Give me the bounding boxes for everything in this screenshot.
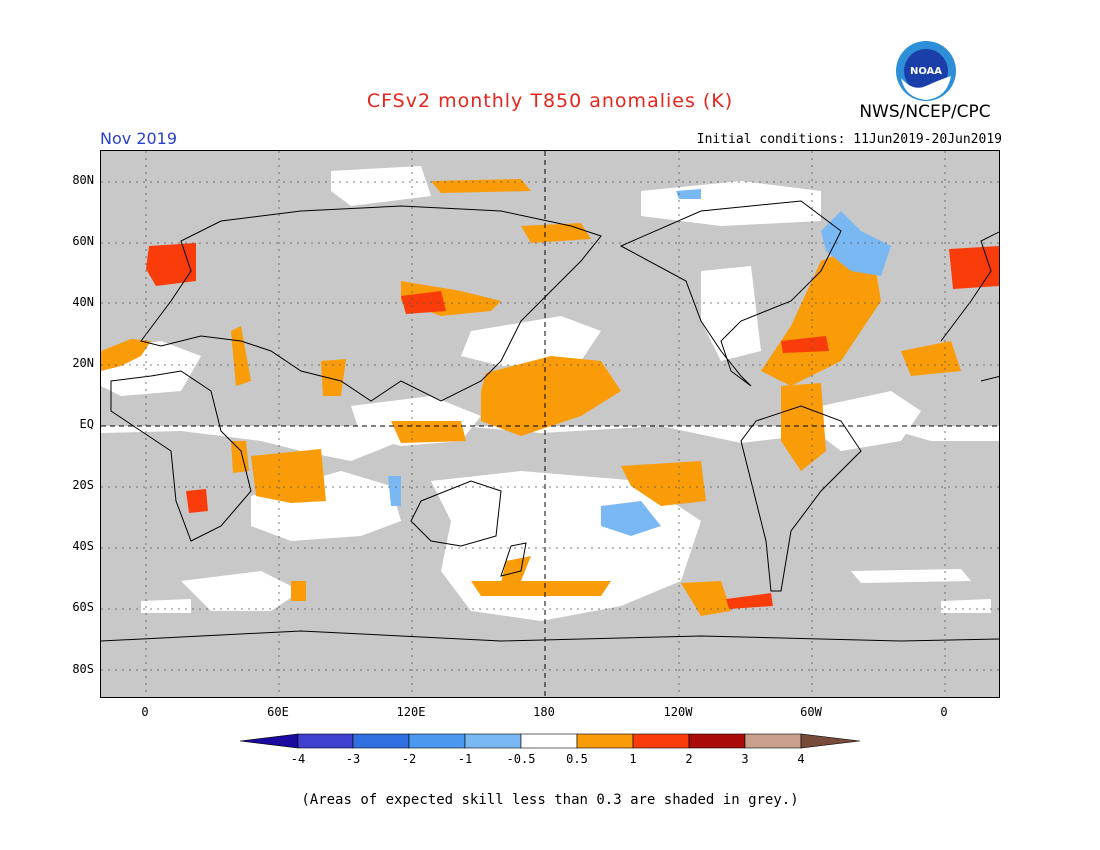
valid-month: Nov 2019	[100, 129, 178, 148]
anomaly-map-svg	[101, 151, 999, 697]
colorbar-label: 4	[797, 752, 805, 766]
lat-label: 40S	[72, 539, 94, 553]
lat-label: 20N	[72, 356, 94, 370]
lat-label: 20S	[72, 478, 94, 492]
colorbar-label: -4	[290, 752, 306, 766]
lat-label: 40N	[72, 295, 94, 309]
warm-anomaly-regions	[101, 179, 961, 616]
noaa-logo: NOAA	[896, 41, 956, 101]
lon-label: 60E	[267, 705, 289, 719]
cool-anomaly-regions	[388, 189, 891, 536]
lat-label: 80S	[72, 662, 94, 676]
coastlines	[101, 200, 999, 642]
colorbar	[240, 733, 861, 749]
reference-lines	[101, 151, 999, 697]
initial-conditions: Initial conditions: 11Jun2019-20Jun2019	[696, 132, 1002, 147]
lon-label: 0	[940, 705, 948, 719]
anomaly-map	[100, 150, 1000, 698]
lon-label: 120W	[663, 705, 693, 719]
lat-label: 80N	[72, 173, 94, 187]
map-title: CFSv2 monthly T850 anomalies (K)	[366, 90, 734, 112]
colorbar-label: 2	[685, 752, 693, 766]
noaa-logo-text: NOAA	[910, 66, 942, 77]
lat-label: 60N	[72, 234, 94, 248]
colorbar-label: -1	[457, 752, 473, 766]
colorbar-label: 1	[629, 752, 637, 766]
agency-label: NWS/NCEP/CPC	[859, 102, 991, 122]
colorbar-arrow-low	[240, 733, 299, 749]
lon-label: 0	[141, 705, 149, 719]
colorbar-label: 0.5	[566, 752, 588, 766]
colorbar-label: -0.5	[506, 752, 536, 766]
colorbar-label: -2	[401, 752, 417, 766]
colorbar-label: -3	[345, 752, 361, 766]
lon-label: 120E	[396, 705, 426, 719]
lon-label: 180	[533, 705, 555, 719]
lat-label: EQ	[79, 417, 94, 431]
colorbar-arrow-high	[800, 733, 861, 749]
lon-label: 60W	[800, 705, 822, 719]
colorbar-label: 3	[741, 752, 749, 766]
skill-footnote: (Areas of expected skill less than 0.3 a…	[301, 792, 799, 808]
lat-label: 60S	[72, 600, 94, 614]
graticule	[101, 151, 999, 697]
